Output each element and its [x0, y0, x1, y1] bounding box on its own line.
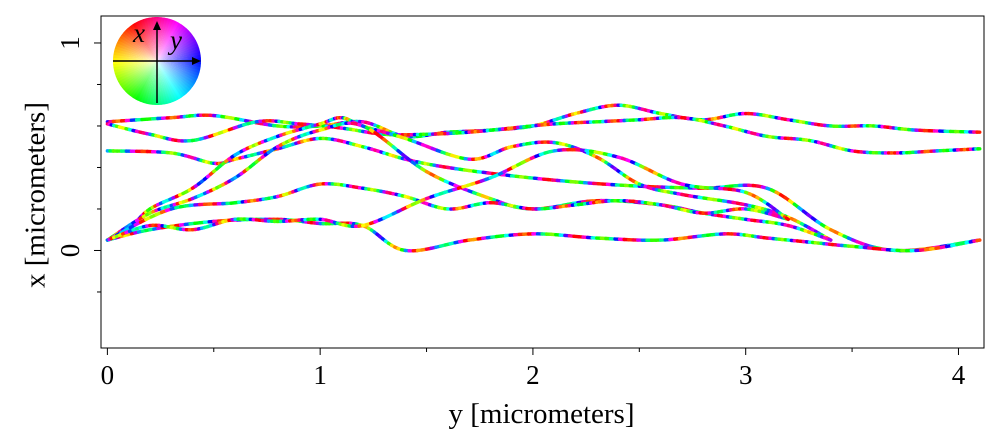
plot-area-frame — [100, 15, 985, 349]
series-segment — [784, 216, 790, 222]
wheel-arrowhead-right — [192, 57, 201, 65]
series-line — [105, 115, 982, 155]
wheel-x-label: x — [132, 18, 145, 48]
x-tick-label: 3 — [739, 360, 753, 390]
series-line — [105, 103, 982, 139]
y-tick-label: 1 — [55, 36, 85, 50]
series-segment — [827, 237, 833, 242]
series-lines — [105, 103, 982, 253]
x-tick-label: 0 — [101, 360, 115, 390]
x-tick-label: 2 — [526, 360, 540, 390]
series-line — [105, 217, 982, 253]
series-line — [105, 115, 833, 242]
x-tick-label: 1 — [313, 360, 327, 390]
y-axis-label: x [micrometers] — [19, 101, 52, 289]
y-tick-label: 0 — [55, 244, 85, 258]
wheel-arrowhead-up — [153, 21, 161, 30]
x-axis-label: y [micrometers] — [448, 398, 635, 430]
wheel-y-label: y — [167, 25, 182, 55]
x-tick-label: 4 — [952, 360, 966, 390]
series-line — [105, 182, 790, 242]
axis-ticks: 0 1 2 3 4 0 1 — [55, 36, 966, 390]
series-line — [105, 147, 790, 242]
